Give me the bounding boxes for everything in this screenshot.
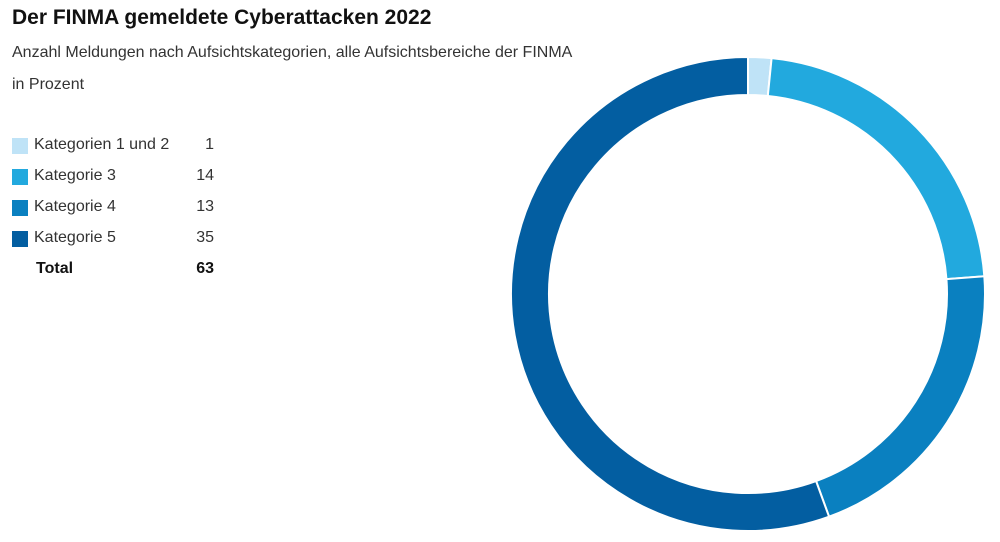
legend-item: Kategorien 1 und 2 1 [12, 136, 222, 167]
chart-title: Der FINMA gemeldete Cyberattacken 2022 [12, 6, 432, 29]
legend-label: Kategorie 3 [34, 167, 116, 184]
legend: Kategorien 1 und 2 1 Kategorie 3 14 Kate… [12, 136, 222, 291]
donut-slice-2 [766, 57, 986, 281]
legend-label: Kategorie 5 [34, 229, 116, 246]
legend-item: Kategorie 5 35 [12, 229, 222, 260]
legend-value: 13 [196, 198, 214, 215]
total-value: 63 [196, 260, 214, 277]
chart-subtitle: Anzahl Meldungen nach Aufsichtskategorie… [12, 44, 573, 61]
legend-item: Kategorie 4 13 [12, 198, 222, 229]
legend-value: 14 [196, 167, 214, 184]
legend-swatch [12, 200, 28, 216]
unit-label: in Prozent [12, 76, 85, 93]
legend-value: 1 [205, 136, 214, 153]
total-label: Total [36, 260, 74, 277]
legend-swatch [12, 169, 28, 185]
donut-slice-4 [510, 55, 831, 532]
legend-value: 35 [196, 229, 214, 246]
legend-label: Kategorie 4 [34, 198, 116, 215]
legend-swatch [12, 138, 28, 154]
legend-total: Total 63 [12, 260, 222, 291]
donut-slice-3 [814, 275, 986, 518]
legend-label: Kategorien 1 und 2 [34, 136, 170, 153]
legend-item: Kategorie 3 14 [12, 167, 222, 198]
legend-swatch [12, 231, 28, 247]
